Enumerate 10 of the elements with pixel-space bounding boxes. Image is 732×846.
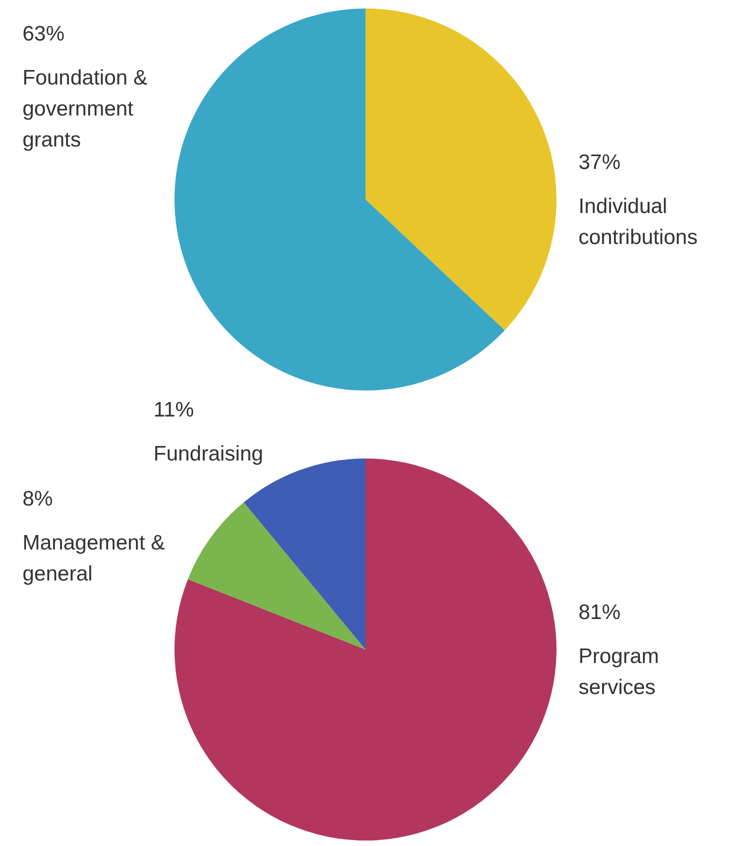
slice-label: Foundation & government grants [22, 66, 148, 152]
slice-label: Fundraising [154, 442, 264, 466]
data-label: 37% [578, 151, 621, 174]
slice-label: Program services [578, 645, 660, 699]
data-label: 81% [578, 601, 621, 624]
slice-label: Individual contributions [578, 195, 698, 249]
data-label: 11% [154, 398, 194, 422]
data-label: 8% [22, 488, 53, 510]
slice-label: Management & general [22, 532, 165, 586]
data-label: 63% [22, 22, 65, 46]
